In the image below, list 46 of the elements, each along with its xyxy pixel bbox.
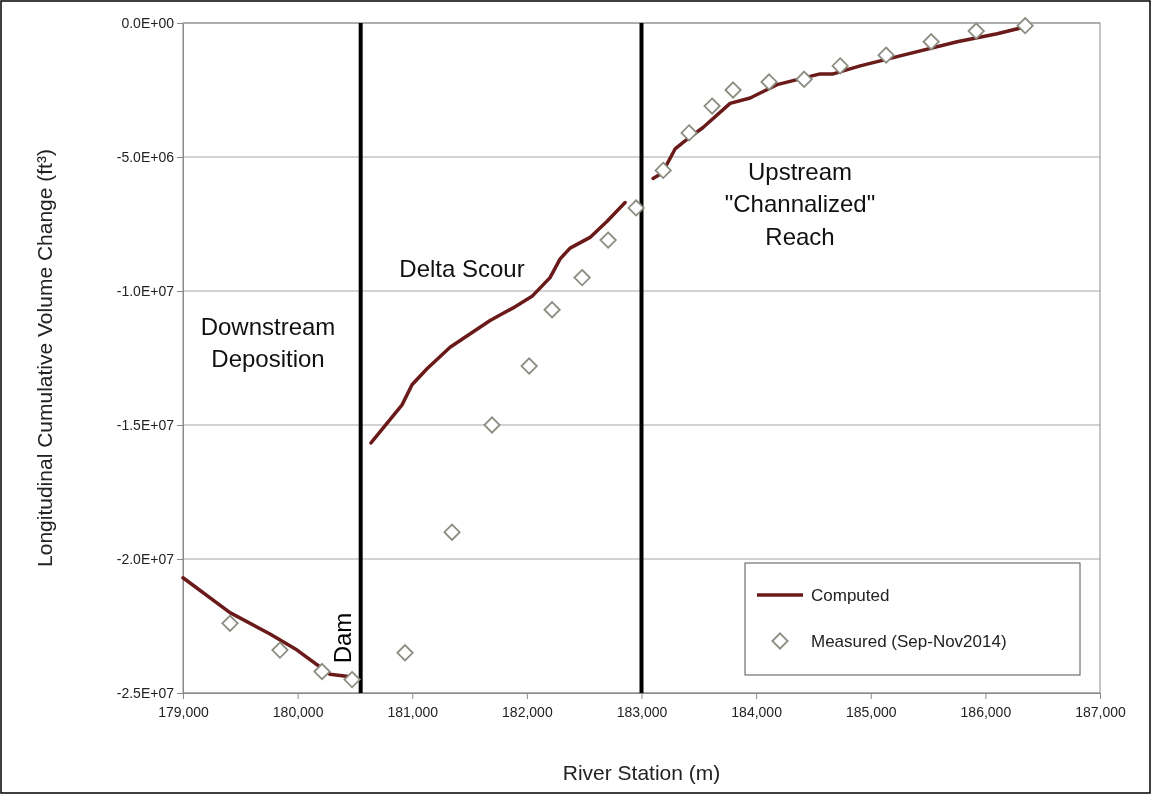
x-tick-label: 181,000 — [387, 704, 439, 721]
x-tick-label: 185,000 — [845, 704, 897, 721]
x-axis-title: River Station (m) — [562, 761, 721, 784]
point — [271, 641, 289, 659]
point — [543, 301, 561, 319]
point — [520, 357, 538, 375]
point — [703, 97, 721, 115]
x-tick-label: 183,000 — [616, 704, 668, 721]
point — [573, 269, 591, 287]
annotation: Downstream Deposition — [200, 313, 336, 373]
y-tick-label: -2.5E+07 — [116, 684, 175, 701]
y-tick-label: -5.0E+06 — [116, 148, 175, 165]
x-tick-label: 187,000 — [1075, 704, 1127, 721]
y-tick-label: -1.5E+07 — [116, 416, 175, 433]
y-axis-title: Longitudinal Cumulative Volume Change (ft³) — [33, 149, 56, 567]
point — [967, 22, 985, 40]
point — [680, 124, 698, 142]
y-tick-label: -2.0E+07 — [116, 550, 175, 567]
point — [443, 523, 461, 541]
x-tick-label: 182,000 — [502, 704, 553, 721]
y-tick-label: -1.0E+07 — [116, 282, 175, 299]
x-tick-label: 184,000 — [731, 704, 783, 721]
point — [483, 416, 501, 434]
legend-label: Measured (Sep-Nov2014) — [811, 632, 1007, 651]
legend-label: Computed — [811, 586, 890, 605]
point — [922, 33, 940, 51]
annotation: Delta Scour — [399, 255, 525, 282]
point — [221, 614, 239, 632]
point — [599, 231, 617, 249]
point — [795, 70, 813, 88]
point — [343, 671, 361, 689]
point — [627, 199, 645, 217]
x-tick-label: 179,000 — [158, 704, 210, 721]
y-tick-label: 0.0E+00 — [121, 14, 175, 31]
ref-line-label: Dam — [328, 612, 356, 664]
point — [877, 46, 895, 64]
point — [724, 81, 742, 99]
x-tick-label: 180,000 — [272, 704, 324, 721]
point — [1016, 17, 1034, 35]
x-tick-label: 186,000 — [960, 704, 1012, 721]
annotation: Upstream "Channalized" Reach — [724, 158, 876, 250]
point — [654, 161, 672, 179]
point — [396, 644, 414, 662]
point — [313, 662, 331, 681]
point — [831, 57, 849, 75]
point — [760, 73, 778, 91]
